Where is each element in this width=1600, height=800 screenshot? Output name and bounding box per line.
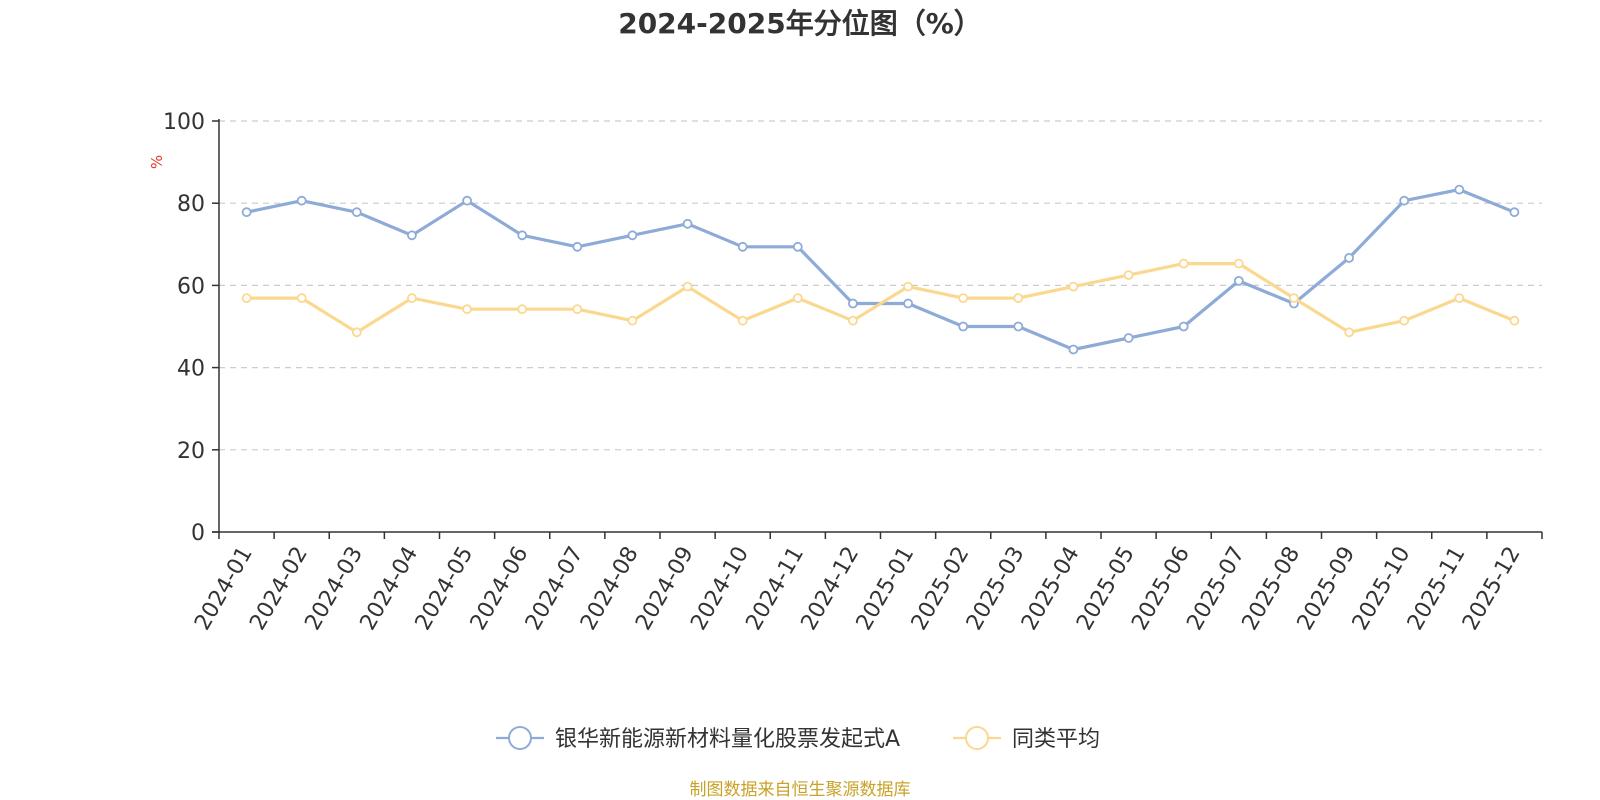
- y-tick-label-60: 60: [177, 274, 205, 299]
- grid-lines: [219, 120, 1542, 451]
- y-tick-label-0: 0: [191, 521, 205, 546]
- chart-title: 2024-2025年分位图（%）: [618, 7, 982, 40]
- data-point: [1509, 315, 1520, 326]
- data-point: [517, 230, 528, 241]
- data-point: [241, 207, 252, 218]
- data-point: [903, 281, 913, 292]
- data-point: [462, 304, 473, 315]
- legend-label: 同类平均: [1012, 727, 1100, 752]
- data-point: [1454, 184, 1465, 195]
- legend-label: 银华新能源新材料量化股票发起式A: [555, 727, 900, 752]
- data-point: [1178, 321, 1189, 332]
- data-point: [682, 218, 693, 229]
- data-point: [406, 293, 417, 304]
- data-point: [737, 315, 748, 326]
- data-point: [792, 293, 803, 304]
- data-point: [627, 315, 638, 326]
- series-line: [245, 188, 1517, 352]
- data-point: [1454, 293, 1465, 304]
- data-point: [1013, 321, 1024, 332]
- data-point: [406, 230, 417, 241]
- data-point: [1013, 293, 1024, 304]
- data-point: [737, 241, 748, 252]
- y-tick-label-40: 40: [177, 357, 205, 382]
- data-point: [517, 304, 528, 315]
- data-point: [572, 241, 583, 252]
- data-point: [1233, 275, 1244, 286]
- data-point: [1399, 195, 1410, 206]
- data-point: [1123, 270, 1134, 281]
- data-point: [351, 327, 362, 338]
- series-1: [241, 184, 1520, 355]
- data-point: [1289, 293, 1299, 304]
- data-point: [848, 315, 858, 326]
- data-point: [903, 298, 913, 309]
- data-point: [627, 230, 638, 241]
- data-point: [958, 321, 969, 332]
- data-point: [241, 293, 252, 304]
- data-point: [572, 304, 583, 315]
- source-note: 制图数据来自恒生聚源数据库: [690, 780, 911, 800]
- data-point: [296, 293, 307, 304]
- data-point: [1344, 252, 1354, 263]
- y-tick-label-100: 100: [163, 110, 205, 135]
- data-point: [462, 195, 473, 206]
- legend: 银华新能源新材料量化股票发起式A 同类平均: [496, 726, 1100, 752]
- data-point: [682, 281, 693, 292]
- data-point: [1068, 281, 1079, 292]
- data-point: [848, 298, 858, 309]
- data-point: [1123, 333, 1134, 343]
- axes: 0204060801002024-012024-022024-032024-04…: [163, 110, 1543, 635]
- legend-item-2: 同类平均: [953, 726, 1100, 752]
- data-point: [792, 241, 803, 252]
- data-point: [1509, 207, 1520, 218]
- series-line: [245, 262, 1517, 334]
- data-point: [1068, 344, 1079, 355]
- y-tick-label-80: 80: [177, 192, 205, 217]
- y-axis-label: %: [148, 155, 166, 169]
- series-group: [241, 184, 1520, 355]
- series-2: [241, 258, 1520, 338]
- data-point: [1178, 258, 1189, 269]
- y-tick-label-20: 20: [177, 439, 205, 464]
- data-point: [351, 207, 362, 218]
- legend-marker-icon: [508, 726, 532, 750]
- data-point: [958, 293, 969, 304]
- data-point: [1233, 258, 1244, 269]
- legend-item-1: 银华新能源新材料量化股票发起式A: [496, 726, 900, 752]
- data-point: [296, 195, 307, 206]
- legend-marker-icon: [965, 726, 989, 750]
- data-point: [1344, 327, 1354, 338]
- data-point: [1399, 315, 1410, 326]
